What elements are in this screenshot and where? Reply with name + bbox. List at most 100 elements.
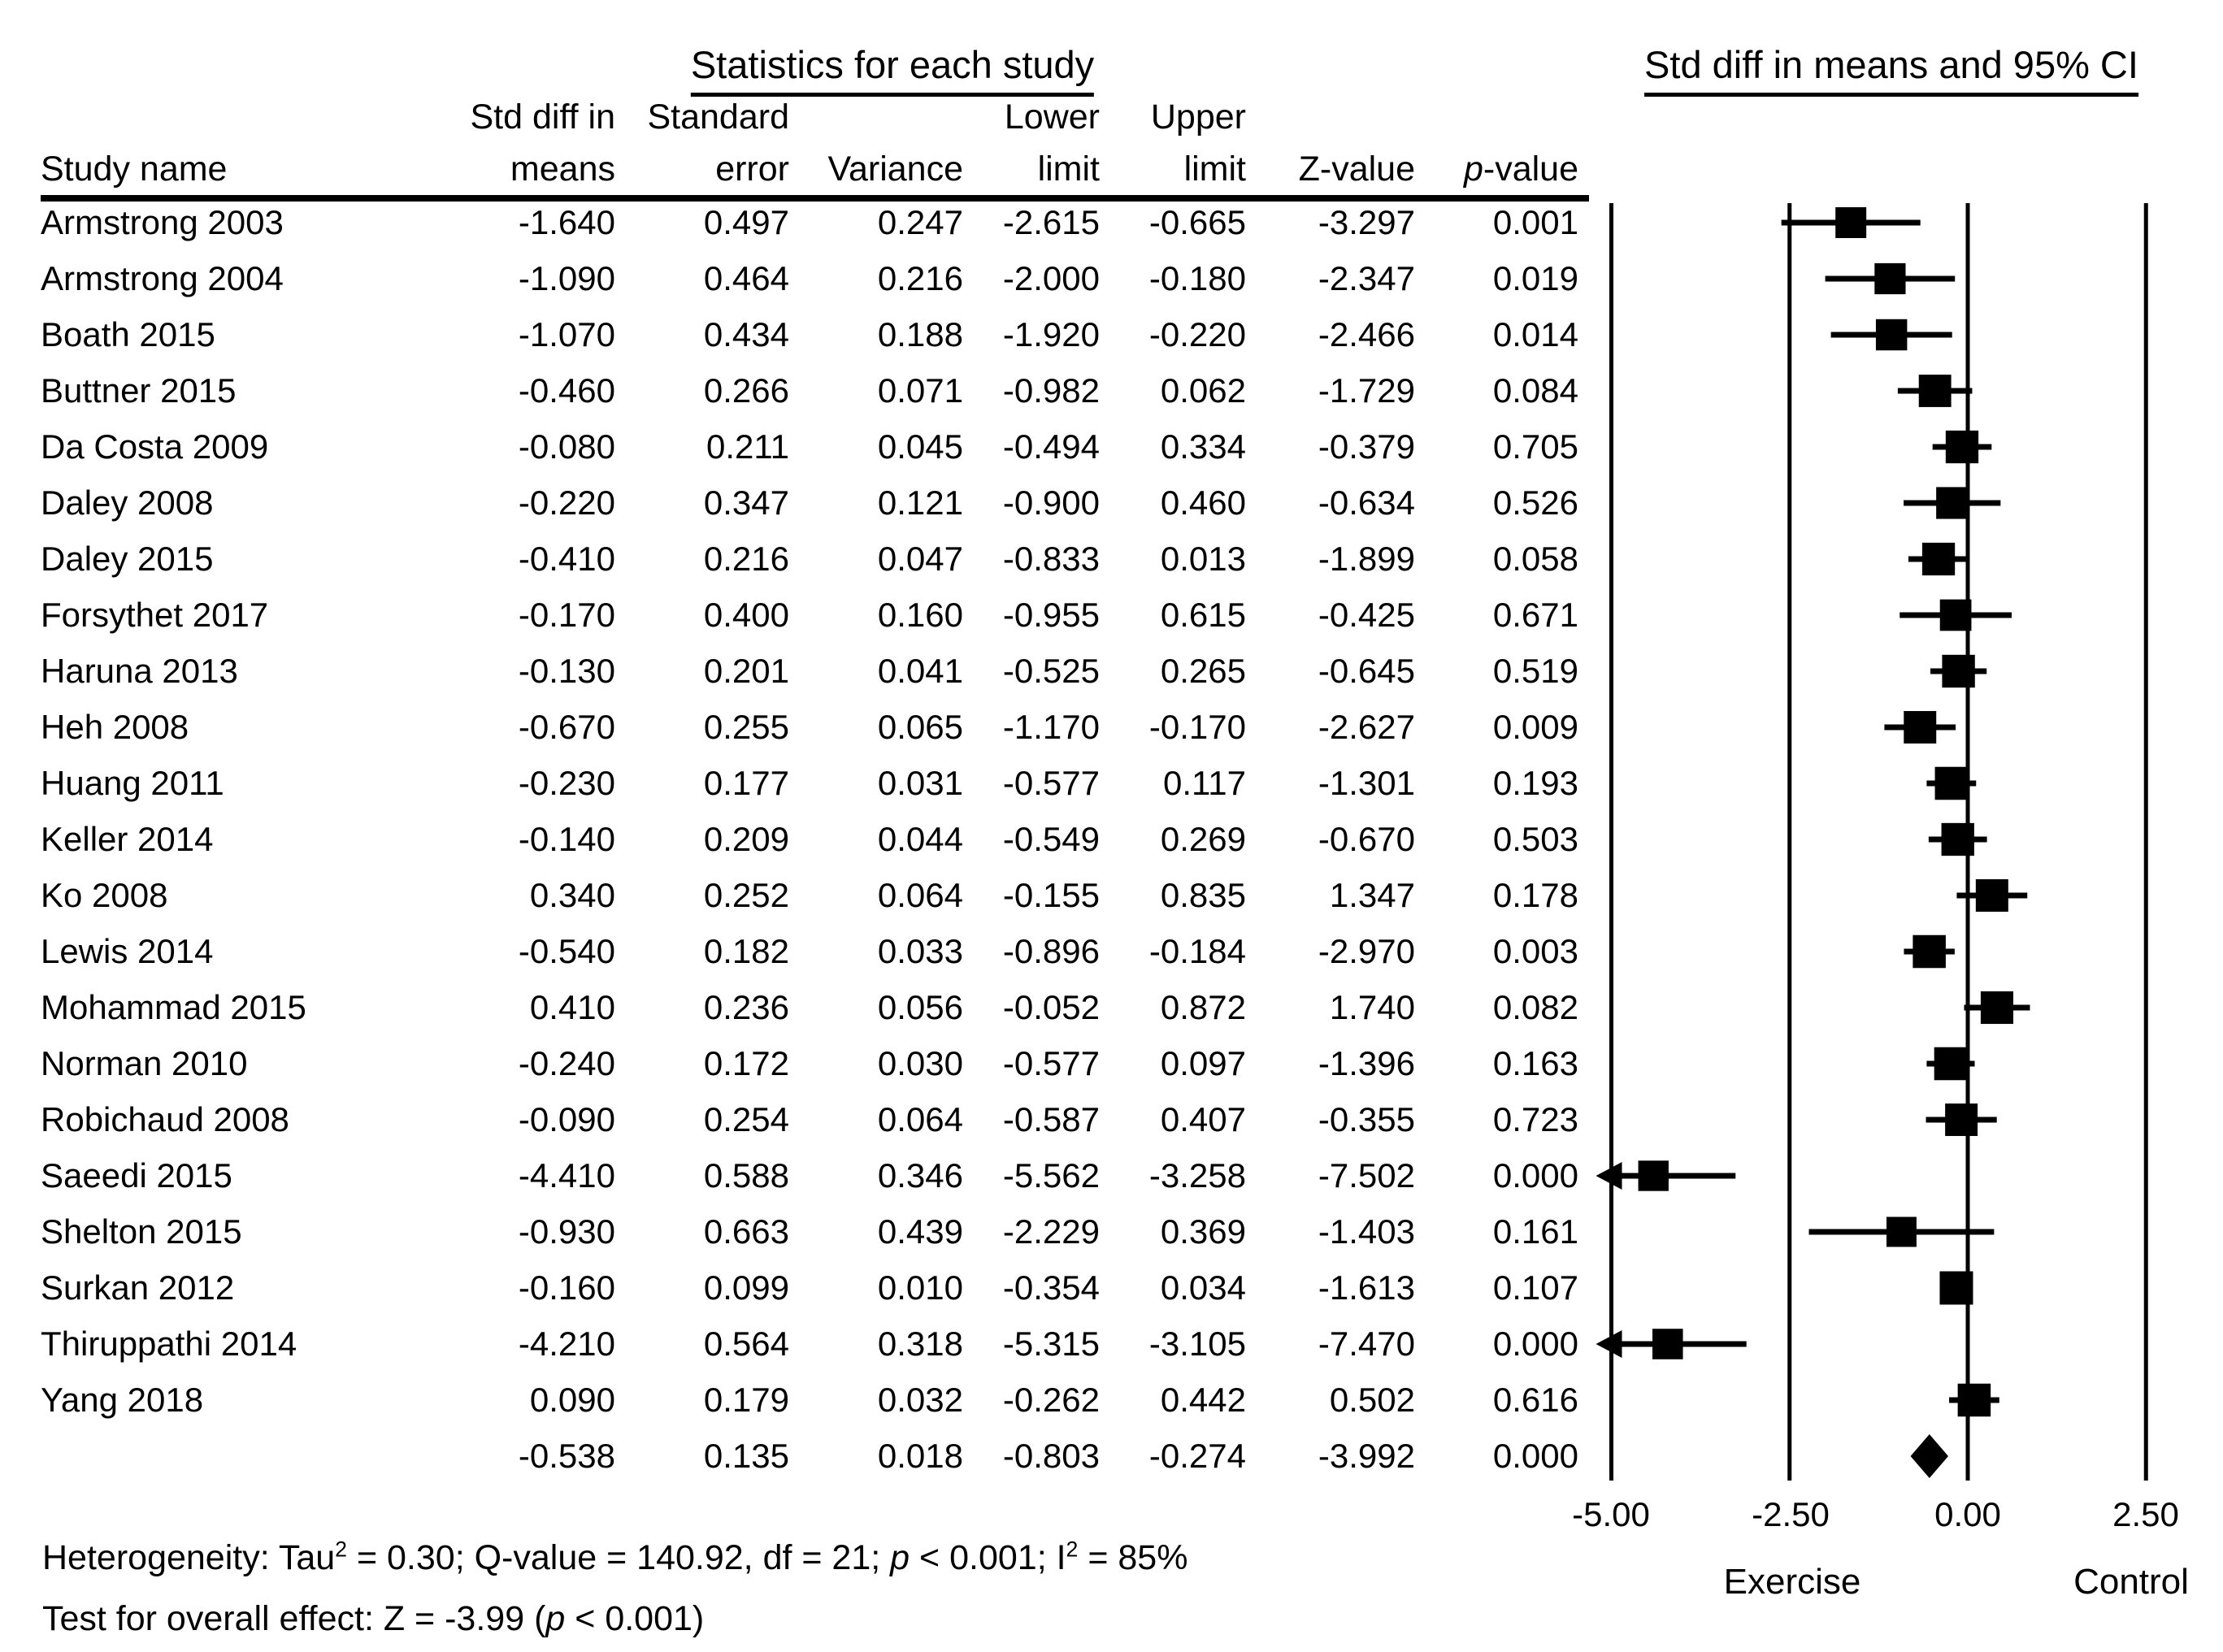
table-row: Heh 2008 -0.670 0.255 0.065 -1.170 -0.170 -2.6… bbox=[41, 699, 1578, 755]
cell-study-name: Thiruppathi 2014 bbox=[41, 1324, 297, 1363]
cell-std-diff-means: -0.670 bbox=[518, 707, 615, 746]
cell-standard-error: 0.172 bbox=[703, 1043, 789, 1082]
effect-square bbox=[1934, 1047, 1968, 1081]
cell-variance: 0.032 bbox=[877, 1380, 963, 1419]
cell-upper-limit: -0.184 bbox=[1148, 931, 1246, 970]
header-line: Upper bbox=[1150, 98, 1246, 137]
cell-std-diff-means: -4.410 bbox=[518, 1156, 615, 1195]
cell-study-name: Robichaud 2008 bbox=[41, 1099, 289, 1138]
cell-lower-limit: -5.315 bbox=[1002, 1324, 1100, 1363]
cell-lower-limit: -0.549 bbox=[1002, 819, 1100, 858]
table-row: Daley 2008 -0.220 0.347 0.121 -0.900 0.460 -0.… bbox=[41, 475, 1578, 531]
cell-z-value: -2.347 bbox=[1318, 258, 1415, 297]
cell-z-value: -1.899 bbox=[1318, 539, 1415, 578]
cell-standard-error: 0.255 bbox=[703, 707, 789, 746]
cell-standard-error: 0.099 bbox=[703, 1268, 789, 1307]
cell-std-diff-means: -0.930 bbox=[518, 1212, 615, 1251]
cell-standard-error: 0.254 bbox=[703, 1099, 789, 1138]
cell-std-diff-means: -0.160 bbox=[518, 1268, 615, 1307]
effect-square bbox=[1835, 207, 1867, 238]
effect-square bbox=[1945, 430, 1979, 464]
cell-standard-error: 0.588 bbox=[703, 1156, 789, 1195]
cell-study-name: Armstrong 2004 bbox=[41, 258, 284, 297]
cell-z-value: -1.729 bbox=[1318, 371, 1415, 410]
cell-study-name: Mohammad 2015 bbox=[41, 987, 306, 1026]
cell-upper-limit: -3.258 bbox=[1148, 1156, 1246, 1195]
table-row: Armstrong 2003 -1.640 0.497 0.247 -2.615 -0.6… bbox=[41, 194, 1578, 250]
cell-upper-limit: 0.334 bbox=[1160, 427, 1246, 466]
cell-p-value: 0.161 bbox=[1492, 1212, 1578, 1251]
header-line: Lower bbox=[1004, 98, 1100, 137]
cell-upper-limit: 0.442 bbox=[1160, 1380, 1246, 1419]
cell-study-name: Daley 2015 bbox=[41, 539, 214, 578]
cell-upper-limit: 0.835 bbox=[1160, 875, 1246, 914]
cell-std-diff-means: -0.230 bbox=[518, 763, 615, 802]
header-standard-error: Standard error bbox=[615, 89, 789, 195]
effect-square bbox=[1913, 934, 1946, 969]
cell-std-diff-means: -0.080 bbox=[518, 427, 615, 466]
table-row: Forsythet 2017 -0.170 0.400 0.160 -0.955 0.61… bbox=[41, 587, 1578, 643]
cell-std-diff-means: -4.210 bbox=[518, 1324, 615, 1363]
table-row: Keller 2014 -0.140 0.209 0.044 -0.549 0.269 -0… bbox=[41, 811, 1578, 867]
cell-z-value: -1.403 bbox=[1318, 1212, 1415, 1251]
cell-lower-limit: -0.896 bbox=[1002, 931, 1100, 970]
cell-standard-error: 0.464 bbox=[703, 258, 789, 297]
cell-std-diff-means: -0.240 bbox=[518, 1043, 615, 1082]
cell-std-diff-means: -0.130 bbox=[518, 651, 615, 690]
cell-study-name: Forsythet 2017 bbox=[41, 595, 269, 634]
cell-std-diff-means: 0.090 bbox=[529, 1380, 615, 1419]
cell-lower-limit: -0.262 bbox=[1002, 1380, 1100, 1419]
effect-square bbox=[1874, 262, 1906, 295]
cell-lower-limit: -2.229 bbox=[1002, 1212, 1100, 1251]
cell-std-diff-means: -0.170 bbox=[518, 595, 615, 634]
x-axis-tick-label: 0.00 bbox=[1934, 1495, 2001, 1533]
cell-std-diff-means: -0.220 bbox=[518, 483, 615, 522]
cell-study-name: Haruna 2013 bbox=[41, 651, 238, 690]
header-line: Std diff in bbox=[470, 98, 616, 137]
cell-upper-limit: 0.615 bbox=[1160, 595, 1246, 634]
cell-variance: 0.010 bbox=[877, 1268, 963, 1307]
cell-std-diff-means: -1.090 bbox=[518, 258, 615, 297]
table-row: Shelton 2015 -0.930 0.663 0.439 -2.229 0.369 -… bbox=[41, 1203, 1578, 1260]
cell-study-name: Saeedi 2015 bbox=[41, 1156, 232, 1195]
cell-lower-limit: -0.354 bbox=[1002, 1268, 1100, 1307]
cell-upper-limit: 0.097 bbox=[1160, 1043, 1246, 1082]
cell-study-name: Buttner 2015 bbox=[41, 371, 237, 410]
cell-p-value: 0.058 bbox=[1492, 539, 1578, 578]
cell-lower-limit: -0.900 bbox=[1002, 483, 1100, 522]
cell-variance: 0.216 bbox=[877, 258, 963, 297]
cell-variance: 0.318 bbox=[877, 1324, 963, 1363]
table-row: Robichaud 2008 -0.090 0.254 0.064 -0.587 0.40… bbox=[41, 1091, 1578, 1147]
table-row: Haruna 2013 -0.130 0.201 0.041 -0.525 0.265 -0… bbox=[41, 643, 1578, 699]
cell-z-value: -7.502 bbox=[1318, 1156, 1415, 1195]
header-upper-limit: Upper limit bbox=[1100, 89, 1246, 195]
table-row: Norman 2010 -0.240 0.172 0.030 -0.577 0.097 -1… bbox=[41, 1035, 1578, 1091]
cell-z-value: 1.740 bbox=[1329, 987, 1415, 1026]
cell-p-value: 0.014 bbox=[1492, 314, 1578, 353]
cell-standard-error: 0.400 bbox=[703, 595, 789, 634]
cell-variance: 0.056 bbox=[877, 987, 963, 1026]
effect-square bbox=[1886, 1216, 1917, 1247]
cell-p-value: 0.526 bbox=[1492, 483, 1578, 522]
cell-standard-error: 0.434 bbox=[703, 314, 789, 353]
cell-p-value: 0.000 bbox=[1492, 1436, 1578, 1475]
cell-standard-error: 0.663 bbox=[703, 1212, 789, 1251]
cell-variance: 0.047 bbox=[877, 539, 963, 578]
ci-arrow-left bbox=[1596, 1162, 1622, 1190]
cell-z-value: 0.502 bbox=[1329, 1380, 1415, 1419]
cell-upper-limit: -0.180 bbox=[1148, 258, 1246, 297]
cell-z-value: -0.670 bbox=[1318, 819, 1415, 858]
overall-diamond bbox=[1910, 1434, 1948, 1478]
header-p-value: p-value bbox=[1415, 89, 1578, 195]
effect-square bbox=[1980, 991, 2014, 1025]
cell-lower-limit: -1.920 bbox=[1002, 314, 1100, 353]
cell-p-value: 0.503 bbox=[1492, 819, 1578, 858]
cell-standard-error: 0.209 bbox=[703, 819, 789, 858]
table-row: Yang 2018 0.090 0.179 0.032 -0.262 0.442 0.502… bbox=[41, 1372, 1578, 1428]
cell-lower-limit: -0.494 bbox=[1002, 427, 1100, 466]
cell-standard-error: 0.236 bbox=[703, 987, 789, 1026]
cell-p-value: 0.705 bbox=[1492, 427, 1578, 466]
cell-z-value: -2.970 bbox=[1318, 931, 1415, 970]
table-row: Da Costa 2009 -0.080 0.211 0.045 -0.494 0.334… bbox=[41, 418, 1578, 475]
